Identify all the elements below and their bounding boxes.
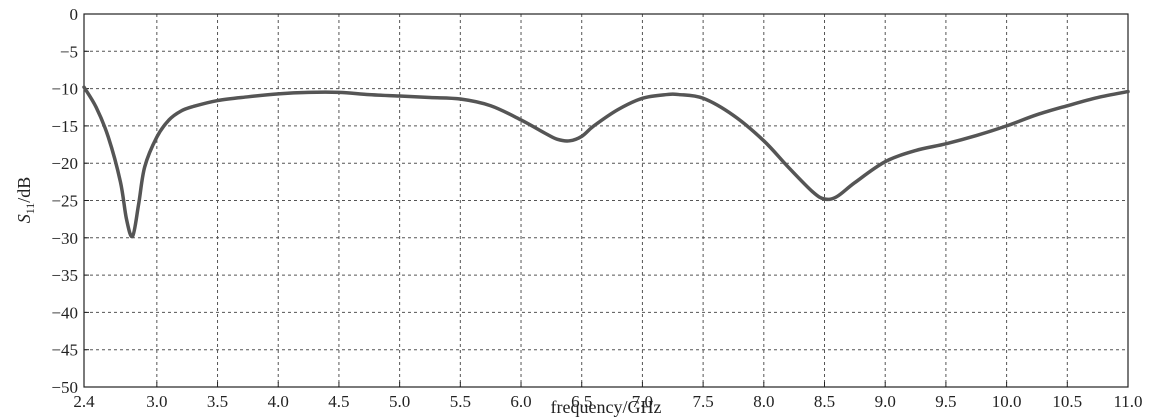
y-tick-labels: 0 −5 −10 −15 −20 −25 −30 −35 −40 −45 −50 xyxy=(51,5,78,397)
x-tick-label: 10.0 xyxy=(992,392,1022,411)
x-tick-label: 10.5 xyxy=(1052,392,1082,411)
x-tick-label: 9.0 xyxy=(875,392,896,411)
y-tick-label: −50 xyxy=(51,378,78,397)
y-axis-label-sub: 11 xyxy=(23,203,37,215)
x-tick-label: 7.5 xyxy=(692,392,713,411)
x-tick-label: 2.4 xyxy=(73,392,95,411)
x-tick-label: 8.0 xyxy=(753,392,774,411)
axis-ticks xyxy=(83,13,1129,388)
s11-curve xyxy=(82,85,1130,239)
y-tick-label: −40 xyxy=(51,303,78,322)
x-axis-label: frequency/GHz xyxy=(551,397,662,417)
x-tick-label: 5.5 xyxy=(450,392,471,411)
grid xyxy=(84,14,1128,387)
y-tick-label: −35 xyxy=(51,266,78,285)
x-tick-label: 3.0 xyxy=(146,392,167,411)
y-tick-label: −30 xyxy=(51,229,78,248)
x-tick-label: 3.5 xyxy=(207,392,228,411)
y-tick-label: −15 xyxy=(51,117,78,136)
y-tick-label: 0 xyxy=(70,5,79,24)
y-tick-label: −45 xyxy=(51,341,78,360)
x-tick-label: 4.0 xyxy=(268,392,289,411)
y-tick-label: −10 xyxy=(51,80,78,99)
y-axis-label-unit: /dB xyxy=(14,177,34,203)
y-tick-label: −25 xyxy=(51,192,78,211)
x-tick-labels: 2.4 3.0 3.5 4.0 4.5 5.0 5.5 6.0 6.5 7.0 7.5 8.0 8.5 9… xyxy=(73,392,1142,411)
x-tick-label: 4.5 xyxy=(328,392,349,411)
y-axis-label: S11/dB xyxy=(14,177,37,224)
x-tick-label: 7.0 xyxy=(632,392,653,411)
x-tick-label: 11.0 xyxy=(1113,392,1142,411)
y-axis-label-main: S xyxy=(14,214,34,223)
y-tick-label: −20 xyxy=(51,154,78,173)
x-tick-label: 9.5 xyxy=(935,392,956,411)
x-tick-label: 6.5 xyxy=(571,392,592,411)
x-tick-label: 8.5 xyxy=(814,392,835,411)
x-tick-label: 5.0 xyxy=(389,392,410,411)
y-tick-label: −5 xyxy=(60,42,78,61)
x-tick-label: 6.0 xyxy=(510,392,531,411)
